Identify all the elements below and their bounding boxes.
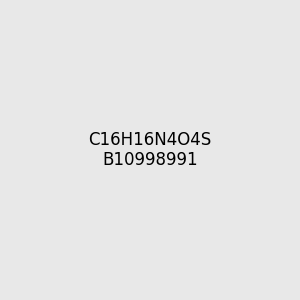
Text: C16H16N4O4S
B10998991: C16H16N4O4S B10998991: [88, 130, 212, 170]
